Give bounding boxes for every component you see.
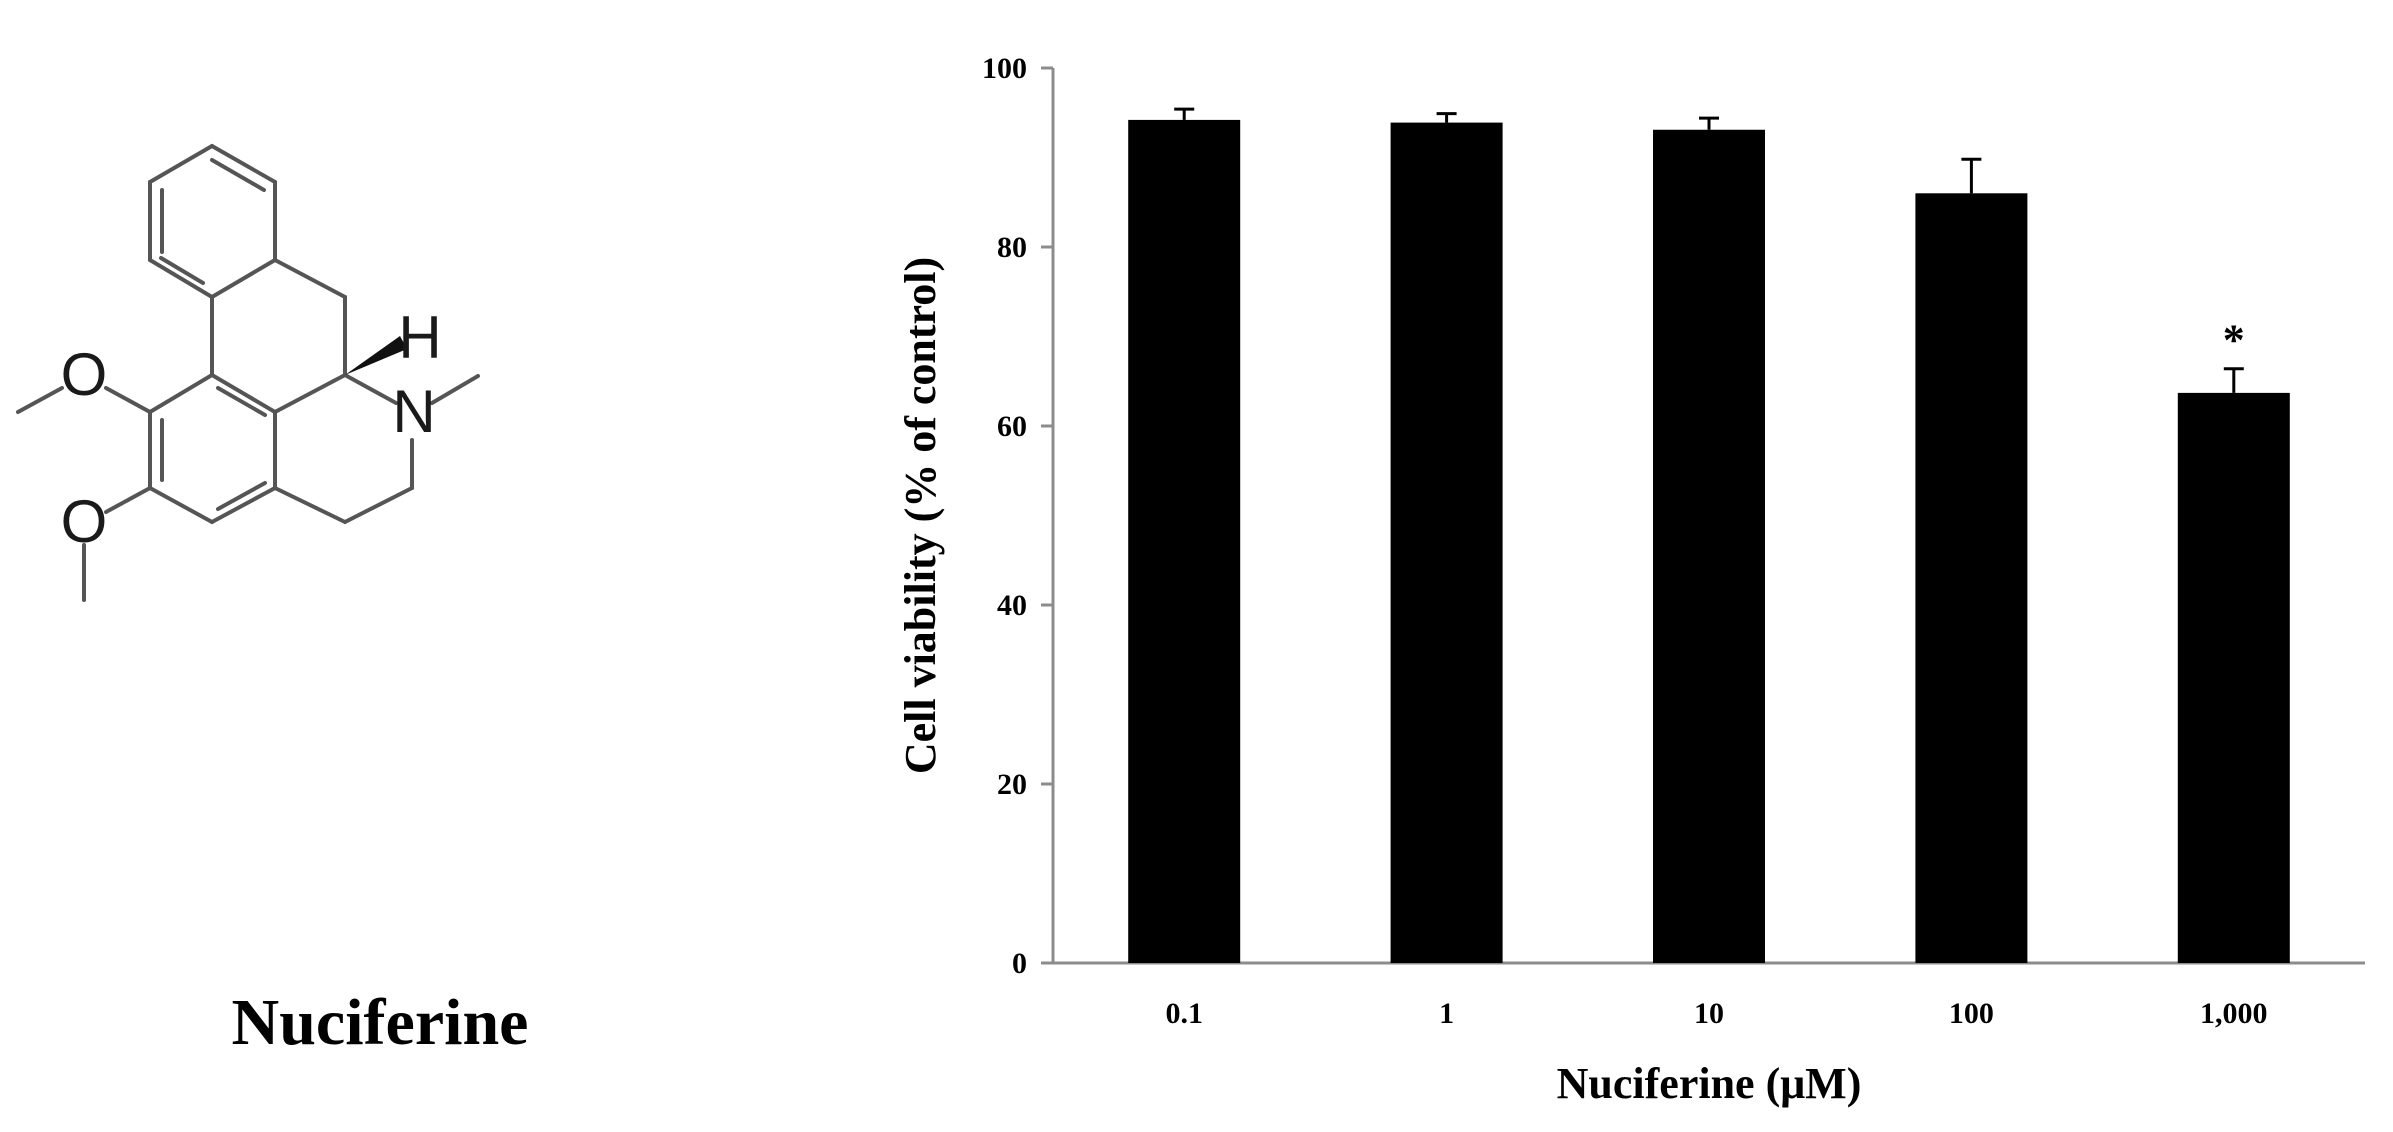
- double-bond: [210, 158, 266, 192]
- double-bond: [216, 386, 267, 417]
- bar-4: [2177, 392, 2290, 963]
- bond: [210, 258, 277, 299]
- wedge-bond: [345, 336, 407, 375]
- bond: [343, 373, 398, 405]
- y-tick-label-5: 100: [982, 52, 1027, 85]
- bond: [343, 486, 414, 524]
- bond: [16, 386, 64, 414]
- bond: [273, 486, 347, 524]
- nitrogen: N: [392, 378, 435, 445]
- y-tick-label-1: 20: [997, 768, 1027, 801]
- y-tick-label-2: 40: [997, 589, 1027, 622]
- bond: [148, 486, 214, 524]
- oxygen-top: O: [61, 341, 108, 408]
- bar-1: [1390, 122, 1503, 964]
- bar-3: [1915, 193, 2028, 964]
- nuciferine-structure: O O N H: [16, 144, 480, 602]
- y-tick-label-0: 0: [1012, 947, 1027, 980]
- bond: [210, 486, 277, 524]
- significance-marker-4: *: [2223, 316, 2245, 365]
- y-tick-label-4: 80: [997, 231, 1027, 264]
- x-tick-label-4: 1,000: [2200, 997, 2268, 1030]
- bond: [430, 374, 480, 405]
- double-bond: [216, 481, 267, 511]
- bond: [148, 144, 214, 184]
- x-tick-label-0: 0.1: [1165, 997, 1203, 1030]
- y-tick-label-3: 60: [997, 410, 1027, 443]
- bond: [273, 373, 347, 414]
- x-tick-label-2: 10: [1694, 997, 1724, 1030]
- double-bond: [159, 256, 205, 285]
- bond: [273, 258, 347, 299]
- hydrogen: H: [398, 304, 441, 371]
- bond: [210, 373, 277, 414]
- x-axis-title: Nuciferine (μM): [1557, 1059, 1862, 1108]
- bar-2: [1653, 129, 1765, 963]
- y-axis-title: Cell viability (% of control): [896, 257, 945, 774]
- oxygen-bottom: O: [61, 488, 108, 555]
- bond: [104, 486, 152, 514]
- compound-name: Nuciferine: [231, 986, 529, 1059]
- x-tick-label-3: 100: [1949, 997, 1994, 1030]
- bond: [148, 258, 214, 299]
- bond: [104, 386, 152, 414]
- bar-0: [1128, 119, 1241, 963]
- bond: [148, 373, 214, 414]
- x-tick-label-1: 1: [1439, 997, 1454, 1030]
- bond: [210, 144, 277, 184]
